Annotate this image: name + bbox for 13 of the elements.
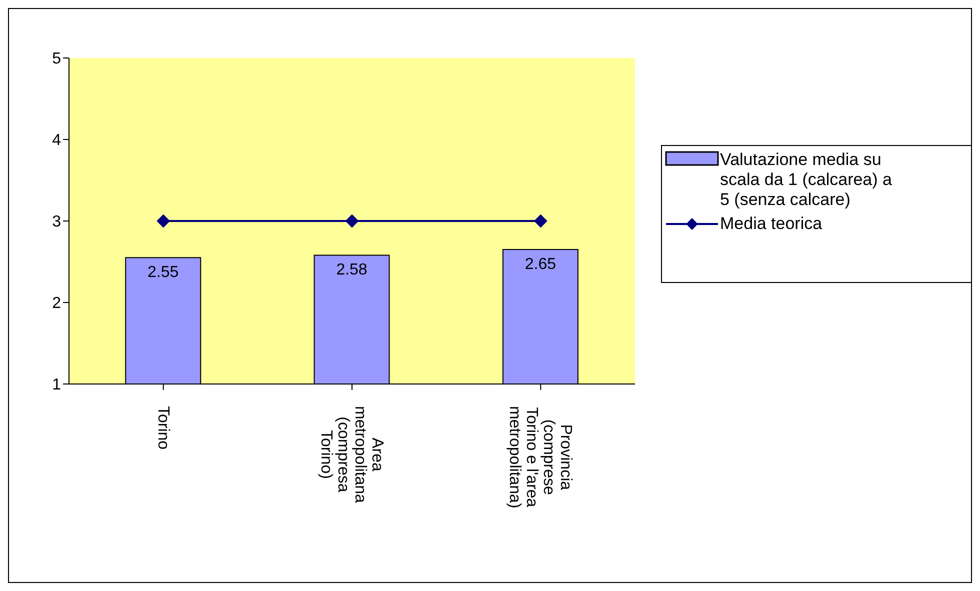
y-tick-label: 3 bbox=[52, 214, 62, 231]
legend-label: Media teorica bbox=[720, 214, 824, 234]
x-tick-label: Provincia (comprese Torino e l'area metropolitana) bbox=[506, 406, 575, 508]
x-tick-label: Area metropolitana (compresa Torino) bbox=[318, 406, 386, 504]
legend-label: Valutazione media su scala da 1 (calcarea) a 5 (senza calcare) bbox=[720, 150, 893, 210]
x-tick-label: Torino bbox=[154, 406, 172, 450]
data-label: 2.55 bbox=[148, 264, 179, 282]
y-tick-label: 2 bbox=[52, 295, 62, 312]
y-tick-label: 5 bbox=[52, 50, 62, 68]
data-label: 2.58 bbox=[336, 262, 368, 279]
y-tick-label: 4 bbox=[52, 132, 62, 150]
data-label: 2.65 bbox=[524, 256, 556, 273]
y-tick-label: 1 bbox=[52, 376, 62, 394]
